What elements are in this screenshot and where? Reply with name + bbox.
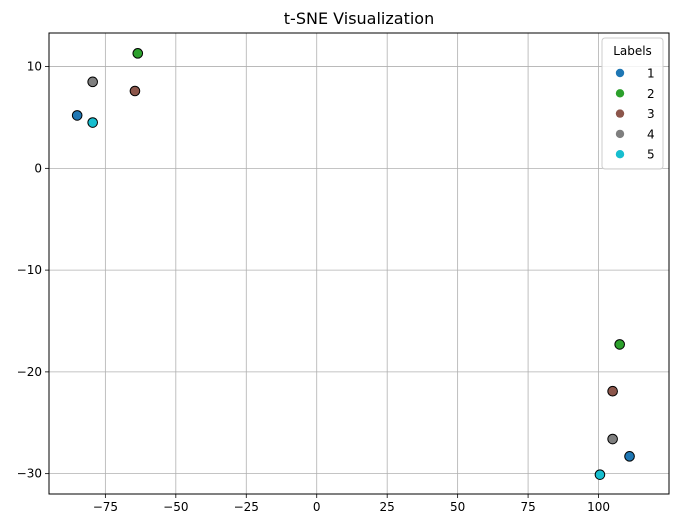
- x-tick-label: −25: [234, 500, 259, 514]
- legend-label-5: 5: [647, 148, 655, 162]
- legend-label-4: 4: [647, 127, 655, 141]
- x-tick-label: −50: [163, 500, 188, 514]
- data-point-label-3: [607, 385, 618, 397]
- legend-marker-5: [615, 150, 625, 159]
- data-point-label-5: [594, 469, 606, 480]
- x-tick-label: −75: [93, 500, 118, 514]
- legend-label-3: 3: [647, 107, 655, 121]
- data-points: [71, 48, 635, 480]
- legend: Labels 1 2 3 4 5: [601, 37, 664, 170]
- x-axis: −75 −50 −25 0 25 50 75 100: [93, 494, 610, 514]
- x-tick-label: 25: [380, 500, 395, 514]
- y-tick-label: 10: [27, 60, 42, 74]
- y-tick-label: −30: [17, 467, 42, 481]
- grid-lines: [49, 33, 669, 494]
- legend-title: Labels: [613, 44, 652, 58]
- data-point-label-4: [607, 433, 618, 445]
- x-tick-label: 50: [450, 500, 465, 514]
- y-axis: 10 0 −10 −20 −30: [17, 60, 49, 481]
- legend-label-1: 1: [647, 67, 655, 81]
- legend-marker-2: [615, 89, 625, 98]
- data-point-label-2: [614, 339, 625, 350]
- data-point-label-2: [132, 48, 144, 59]
- x-tick-label: 100: [587, 500, 610, 514]
- data-point-label-1: [624, 451, 635, 462]
- y-tick-label: −10: [17, 263, 42, 277]
- data-point-label-1: [71, 110, 83, 121]
- data-point-label-5: [87, 117, 98, 128]
- legend-marker-4: [615, 129, 625, 139]
- y-tick-label: −20: [17, 365, 42, 379]
- data-point-label-4: [87, 76, 98, 88]
- plot-frame: [48, 32, 670, 495]
- y-tick-label: 0: [34, 161, 42, 175]
- legend-marker-1: [615, 68, 625, 78]
- x-tick-label: 0: [313, 500, 321, 514]
- chart-title: t-SNE Visualization: [284, 9, 434, 28]
- legend-label-2: 2: [647, 87, 655, 101]
- legend-marker-3: [615, 109, 625, 118]
- data-point-label-3: [129, 85, 141, 97]
- x-tick-label: 75: [520, 500, 535, 514]
